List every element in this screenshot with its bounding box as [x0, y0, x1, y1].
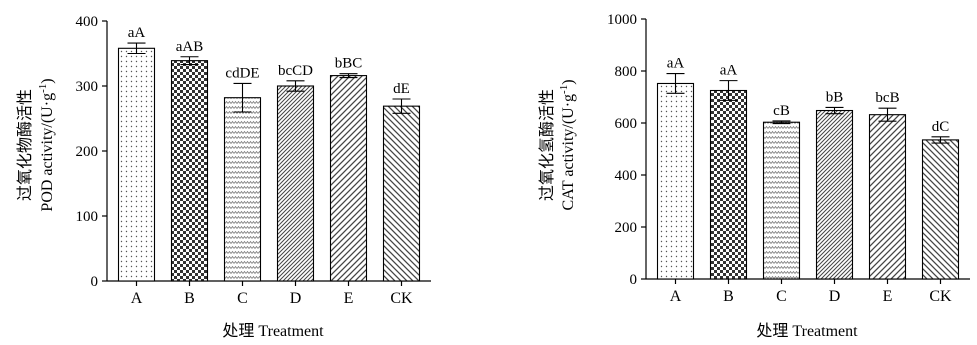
- cat-y-tick-label: 600: [615, 116, 638, 132]
- pod-bar: [329, 75, 368, 282]
- pod-bar: [170, 60, 209, 282]
- pod-significance-label: aAB: [176, 39, 204, 55]
- pod-y-axis-label-en: POD activity/(U·g-1): [37, 78, 56, 211]
- cat-y-tick-label: 200: [615, 220, 638, 236]
- pod-y-axis-label-cn: 过氧化物酶活性: [16, 89, 34, 201]
- cat-y-axis-label-en: CAT activity/(U·g-1): [558, 79, 577, 210]
- pod-y-tick-label: 400: [76, 14, 99, 30]
- pod-y-tick-label: 200: [76, 144, 99, 160]
- pod-bar: [382, 105, 421, 282]
- pod-category-label: C: [237, 290, 248, 307]
- pod-significance-label: dE: [393, 81, 410, 97]
- pod-category-label: E: [344, 290, 354, 307]
- cat-significance-label: aA: [720, 63, 738, 79]
- cat-y-tick-label: 800: [615, 64, 638, 80]
- cat-bar: [815, 109, 854, 280]
- pod-y-tick-label: 300: [76, 79, 99, 95]
- cat-category-label: B: [723, 288, 734, 305]
- pod-significance-label: aA: [128, 25, 146, 41]
- cat-bar: [709, 89, 748, 280]
- cat-category-label: E: [883, 288, 893, 305]
- pod-category-label: B: [184, 290, 195, 307]
- cat-x-axis-label: 处理 Treatment: [756, 322, 858, 340]
- pod-significance-label: bcCD: [278, 63, 313, 79]
- cat-bar: [762, 121, 801, 280]
- pod-significance-label: bBC: [335, 56, 363, 72]
- pod-category-label: A: [131, 290, 143, 307]
- cat-y-axis-label-en-sup: -1: [558, 85, 570, 94]
- pod-y-axis-label-en-main: POD activity/(U·g: [39, 93, 56, 212]
- cat-bar: [921, 139, 960, 280]
- pod-y-axis-label-en-sup: -1: [37, 84, 49, 93]
- cat-y-axis-label-en-main: CAT activity/(U·g: [560, 94, 577, 211]
- pod-bar: [223, 97, 262, 282]
- cat-y-tick-label: 400: [615, 168, 638, 184]
- cat-category-label: C: [776, 288, 787, 305]
- pod-y-tick-label: 100: [76, 209, 99, 225]
- pod-y-axis-label-en-tail: ): [39, 78, 56, 83]
- cat-significance-label: bB: [826, 89, 844, 105]
- cat-significance-label: dC: [932, 119, 950, 135]
- pod-category-label: CK: [390, 290, 413, 307]
- cat-bar: [868, 114, 907, 280]
- cat-category-label: CK: [929, 288, 952, 305]
- cat-y-tick-label: 1000: [607, 12, 637, 28]
- pod-bar: [276, 85, 315, 282]
- pod-y-tick-label: 0: [91, 274, 99, 290]
- pod-bar: [117, 47, 156, 282]
- pod-significance-label: cdDE: [225, 65, 259, 81]
- cat-chart-panel: 过氧化氢酶活性 CAT activity/(U·g-1) 处理 Treatmen…: [538, 12, 970, 340]
- cat-significance-label: cB: [773, 103, 790, 119]
- cat-y-axis-label-en-tail: ): [560, 79, 577, 84]
- cat-y-tick-label: 0: [630, 272, 638, 288]
- pod-category-label: D: [290, 290, 302, 307]
- cat-significance-label: bcB: [875, 90, 899, 106]
- pod-chart-panel: 过氧化物酶活性 POD activity/(U·g-1) 处理 Treatmen…: [16, 14, 431, 340]
- cat-bar: [656, 82, 695, 280]
- cat-y-axis-label-cn: 过氧化氢酶活性: [538, 89, 556, 201]
- cat-category-label: A: [670, 288, 682, 305]
- pod-x-axis-label: 处理 Treatment: [222, 322, 324, 340]
- cat-category-label: D: [829, 288, 841, 305]
- cat-significance-label: aA: [667, 56, 685, 72]
